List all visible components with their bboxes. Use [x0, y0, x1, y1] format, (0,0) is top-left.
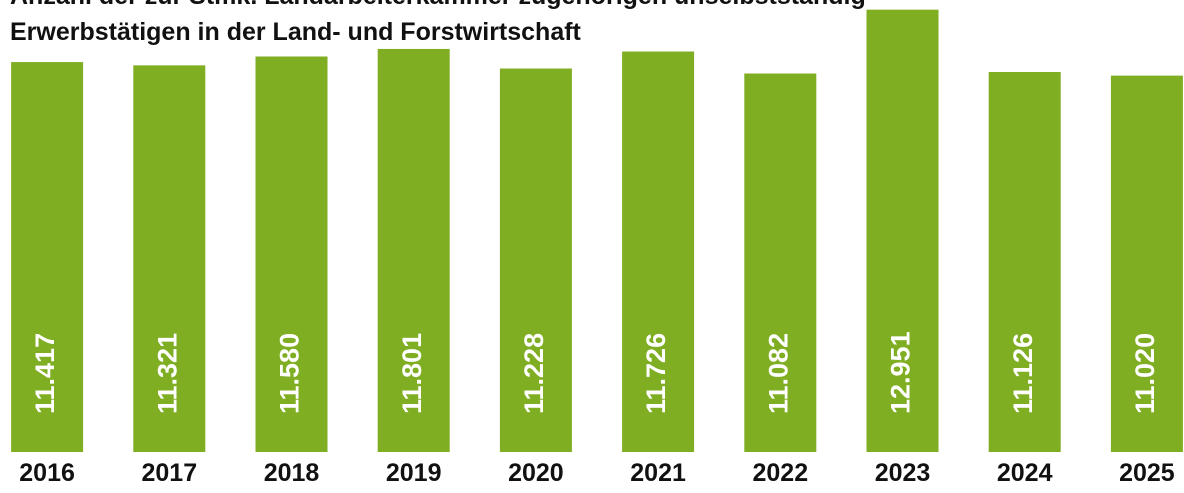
x-tick-label: 2018	[264, 459, 320, 487]
value-label: 11.801	[397, 333, 427, 414]
bar	[866, 9, 939, 453]
bar	[1110, 75, 1183, 452]
value-label: 11.580	[275, 333, 305, 414]
bar	[744, 73, 817, 452]
x-tick-label: 2020	[508, 459, 564, 487]
x-tick-label: 2023	[875, 459, 931, 487]
value-label: 11.417	[30, 333, 60, 414]
x-tick-label: 2025	[1119, 459, 1175, 487]
value-label: 11.726	[641, 333, 671, 414]
value-label: 11.321	[152, 333, 182, 414]
value-label: 11.020	[1130, 333, 1160, 414]
bar	[377, 48, 450, 452]
value-label: 11.126	[1008, 333, 1038, 414]
value-label: 11.228	[519, 333, 549, 414]
bar	[255, 56, 328, 452]
x-tick-label: 2024	[997, 459, 1053, 487]
value-label: 12.951	[886, 331, 916, 414]
bar	[499, 68, 572, 452]
chart-title: Anzahl der zur Stmk. Landarbeiterkammer …	[10, 0, 866, 10]
x-tick-label: 2019	[386, 459, 442, 487]
x-tick-label: 2017	[141, 459, 197, 487]
value-label: 11.082	[763, 333, 793, 414]
bar	[11, 62, 84, 452]
bar	[133, 65, 206, 453]
x-tick-label: 2021	[630, 459, 686, 487]
x-tick-label: 2022	[752, 459, 808, 487]
bar	[988, 72, 1061, 453]
chart-title: Erwerbstätigen in der Land- und Forstwir…	[10, 18, 582, 46]
bar	[622, 51, 695, 453]
x-tick-label: 2016	[19, 459, 75, 487]
